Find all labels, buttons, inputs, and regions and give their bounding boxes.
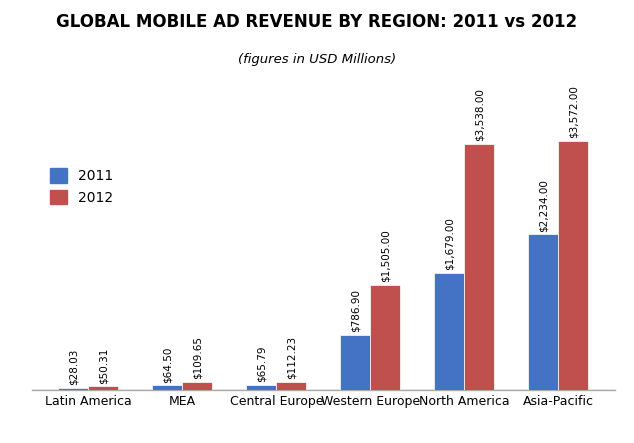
Bar <box>58 388 88 390</box>
Bar <box>464 144 495 390</box>
Bar <box>276 382 306 390</box>
Bar <box>370 285 401 390</box>
Text: $50.31: $50.31 <box>98 347 108 384</box>
Text: $3,572.00: $3,572.00 <box>569 85 578 138</box>
Bar <box>340 335 370 390</box>
Bar <box>88 386 119 390</box>
Text: $65.79: $65.79 <box>256 346 266 382</box>
Text: $112.23: $112.23 <box>287 336 296 379</box>
Text: $1,679.00: $1,679.00 <box>444 218 455 270</box>
Text: $786.90: $786.90 <box>351 289 360 332</box>
Text: $64.50: $64.50 <box>162 346 172 383</box>
Text: GLOBAL MOBILE AD REVENUE BY REGION: 2011 vs 2012: GLOBAL MOBILE AD REVENUE BY REGION: 2011… <box>56 13 578 31</box>
Bar <box>559 141 588 390</box>
Bar <box>434 273 464 390</box>
Text: (figures in USD Millions): (figures in USD Millions) <box>238 53 396 66</box>
Text: $1,505.00: $1,505.00 <box>380 229 391 282</box>
Text: $109.65: $109.65 <box>192 336 202 379</box>
Bar <box>528 234 559 390</box>
Bar <box>183 382 212 390</box>
Bar <box>246 385 276 390</box>
Legend: 2011, 2012: 2011, 2012 <box>44 163 119 210</box>
Text: $3,538.00: $3,538.00 <box>474 88 484 141</box>
Text: $2,234.00: $2,234.00 <box>538 179 548 232</box>
Text: $28.03: $28.03 <box>68 349 78 385</box>
Bar <box>152 385 183 390</box>
